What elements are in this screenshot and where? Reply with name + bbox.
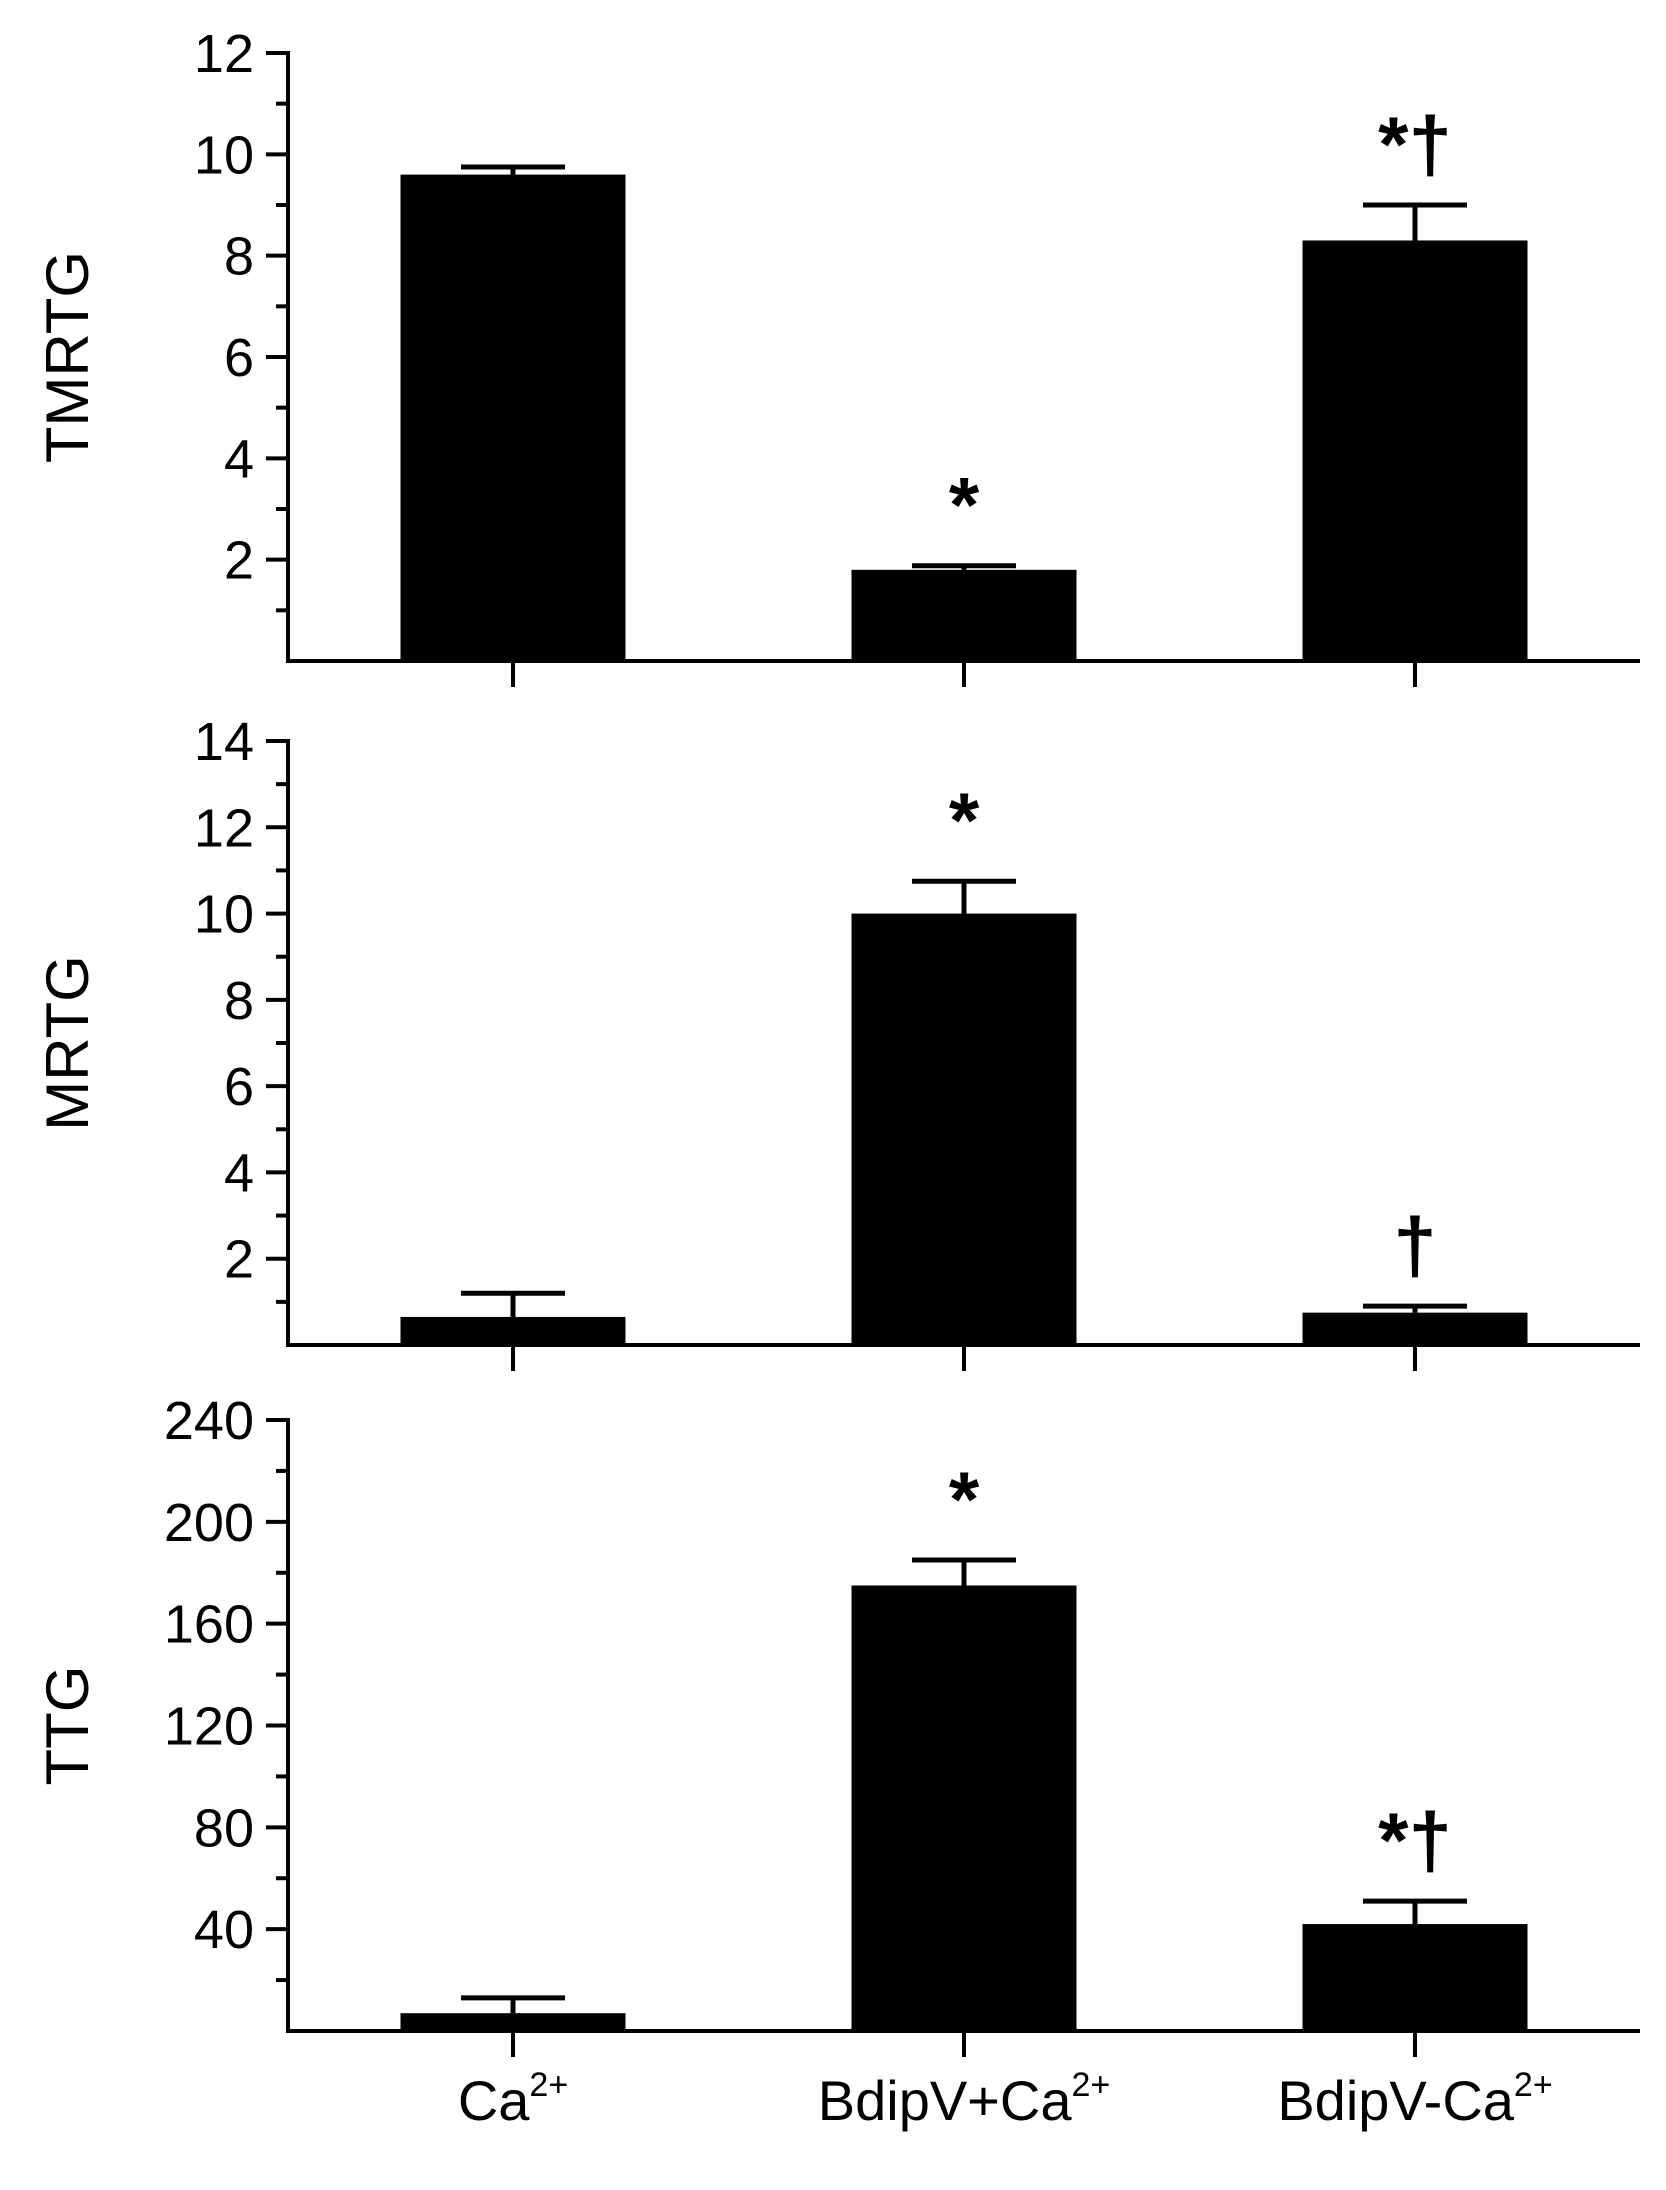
significance-marker: *	[949, 1455, 980, 1543]
y-axis-title: TMRTG	[34, 251, 101, 463]
significance-marker: *	[949, 776, 980, 864]
y-tick-label: 200	[164, 1493, 254, 1553]
bar-mrtg-2	[851, 913, 1077, 1345]
y-axis-title: MRTG	[34, 955, 101, 1131]
bar-ttg-3	[1302, 1924, 1528, 2031]
y-tick-label: 14	[194, 712, 254, 772]
significance-marker: *†	[1378, 1796, 1452, 1884]
y-axis-title: TTG	[34, 1666, 101, 1786]
y-tick-label: 80	[194, 1798, 254, 1858]
y-tick-label: 240	[164, 1391, 254, 1451]
bar-ttg-1	[400, 2013, 626, 2031]
y-tick-label: 10	[194, 885, 254, 945]
bar-tmrtg-3	[1302, 240, 1528, 661]
y-tick-label: 2	[224, 531, 254, 591]
y-tick-label: 6	[224, 1057, 254, 1117]
panel-tmrtg: * *† 2 4 6 8 10 12 TMRTG	[34, 24, 1640, 687]
bar-mrtg-3	[1302, 1312, 1528, 1345]
bar-mrtg-1	[400, 1316, 626, 1345]
y-tick-label: 6	[224, 328, 254, 388]
y-tick-label: 4	[224, 1143, 254, 1203]
y-tick-label: 10	[194, 125, 254, 185]
y-tick-label: 4	[224, 429, 254, 489]
x-category-label: Ca2+	[458, 2066, 568, 2132]
panel-ttg: * *† 40 80 120 160 200 240 TTG	[34, 1391, 1640, 2057]
y-tick-label: 40	[194, 1900, 254, 1960]
x-category-label: BdipV-Ca2+	[1277, 2066, 1552, 2132]
y-tick-label: 8	[224, 227, 254, 287]
y-tick-label: 8	[224, 971, 254, 1031]
y-tick-label: 2	[224, 1230, 254, 1290]
significance-marker: *†	[1378, 100, 1452, 188]
x-category-label: BdipV+Ca2+	[818, 2066, 1111, 2132]
bar-ttg-2	[851, 1585, 1077, 2031]
bar-tmrtg-2	[851, 569, 1077, 661]
significance-marker: *	[949, 461, 980, 549]
significance-marker: †	[1393, 1201, 1436, 1289]
y-tick-label: 120	[164, 1697, 254, 1757]
y-tick-label: 12	[194, 24, 254, 84]
y-tick-label: 12	[194, 798, 254, 858]
panel-mrtg: * † 2 4 6 8 10 12 14 MRTG	[34, 712, 1640, 1371]
y-tick-label: 160	[164, 1595, 254, 1655]
bar-tmrtg-1	[400, 174, 626, 661]
